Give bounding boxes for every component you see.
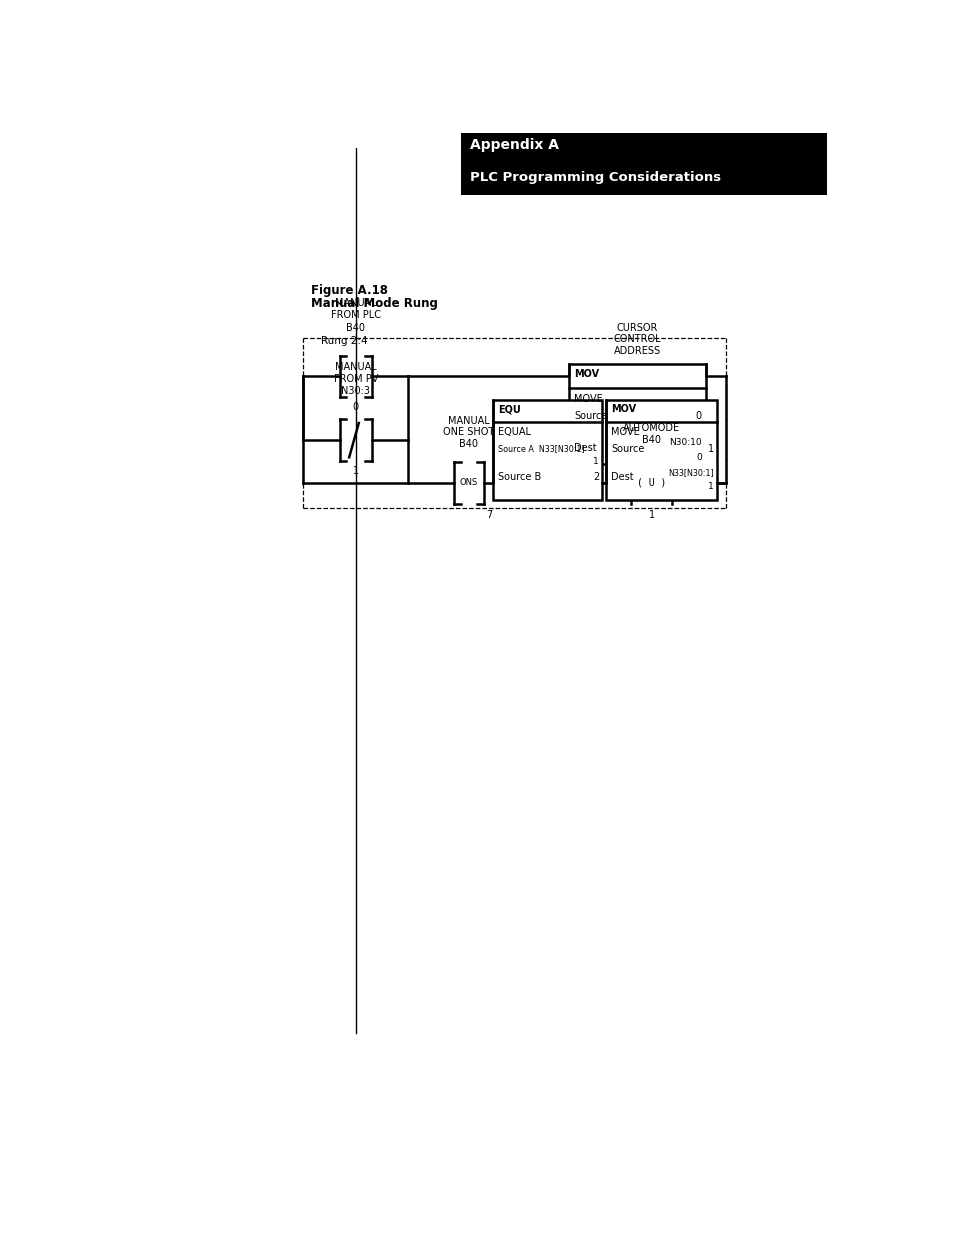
- Text: N30:10: N30:10: [669, 438, 701, 447]
- Text: EQUAL: EQUAL: [497, 427, 530, 437]
- Bar: [568, 364, 705, 464]
- Text: 7: 7: [485, 510, 492, 520]
- Text: MANUAL: MANUAL: [335, 298, 376, 308]
- Bar: [460, 133, 826, 195]
- Text: Source: Source: [610, 443, 643, 454]
- Text: B40: B40: [641, 435, 660, 445]
- Text: ( U ): ( U ): [637, 478, 665, 488]
- Text: MOV: MOV: [574, 369, 598, 379]
- Text: Figure A.18: Figure A.18: [311, 284, 388, 296]
- Text: Appendix A: Appendix A: [470, 138, 558, 152]
- Text: Rung 2:4: Rung 2:4: [321, 336, 367, 346]
- Text: Dest: Dest: [574, 443, 596, 453]
- Text: B40: B40: [346, 322, 365, 332]
- Text: MOVE: MOVE: [610, 427, 639, 437]
- Text: 1: 1: [707, 443, 713, 454]
- Text: 1: 1: [353, 466, 358, 475]
- Text: MOV: MOV: [610, 404, 636, 414]
- Text: MANUAL: MANUAL: [448, 416, 489, 426]
- Text: N33[N30:1]: N33[N30:1]: [667, 468, 713, 477]
- Text: ONE SHOT: ONE SHOT: [443, 427, 494, 437]
- Text: MOVE: MOVE: [574, 394, 602, 404]
- Text: B40: B40: [459, 438, 478, 448]
- Text: 1: 1: [593, 457, 598, 467]
- Text: Manual Mode Rung: Manual Mode Rung: [311, 296, 437, 310]
- Text: Source B: Source B: [497, 473, 540, 483]
- Text: 1: 1: [648, 510, 654, 520]
- Text: AUTOMODE: AUTOMODE: [622, 424, 679, 433]
- Text: 2: 2: [592, 473, 598, 483]
- Text: CONTROL: CONTROL: [613, 335, 660, 345]
- Text: MANUAL: MANUAL: [335, 362, 376, 372]
- Text: Source A  N33[N30:1]: Source A N33[N30:1]: [497, 443, 584, 453]
- Text: FROM PV: FROM PV: [334, 374, 377, 384]
- Text: 0: 0: [696, 452, 701, 462]
- Text: ADDRESS: ADDRESS: [613, 346, 660, 356]
- Text: Dest: Dest: [610, 473, 633, 483]
- Bar: [605, 400, 716, 500]
- Text: 0: 0: [353, 403, 358, 412]
- Text: FROM PLC: FROM PLC: [331, 310, 380, 320]
- Text: 0: 0: [695, 411, 701, 421]
- Text: Source: Source: [574, 411, 607, 421]
- Text: 1: 1: [707, 482, 713, 492]
- Bar: [492, 400, 601, 500]
- Text: PLC Programming Considerations: PLC Programming Considerations: [470, 170, 720, 184]
- Text: ONS: ONS: [459, 478, 477, 488]
- Text: CURSOR: CURSOR: [616, 322, 658, 332]
- Text: EQU: EQU: [497, 404, 520, 414]
- Text: N30:3: N30:3: [341, 387, 370, 396]
